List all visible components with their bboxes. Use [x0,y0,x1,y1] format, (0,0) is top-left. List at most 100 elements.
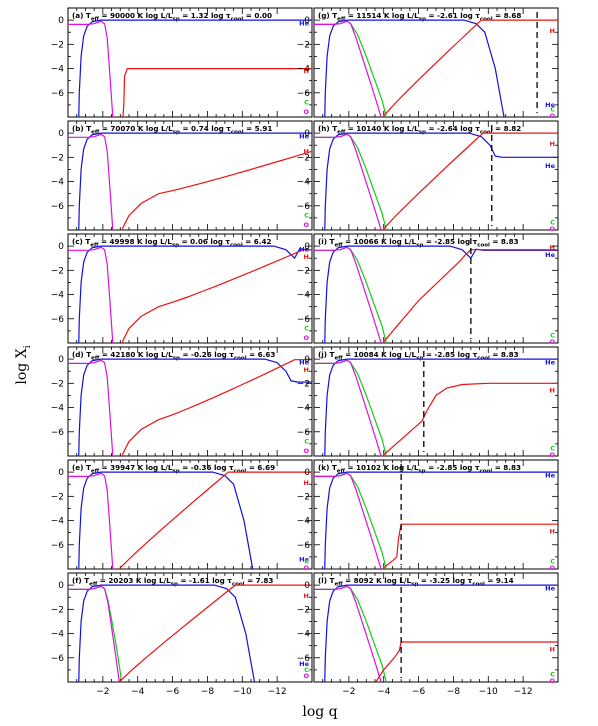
h-abundance-line [382,382,558,456]
species-tag-c: C [304,666,309,674]
x-tick-label: −6 [166,687,180,697]
panel-e: 0 −2 −4 −6 (e) Teff = 39947 K log L/Lsp = -0… [51,459,313,572]
y-tick-label: −6 [297,654,311,664]
o-abundance-line [314,585,382,682]
y-tick-label: −4 [51,630,65,640]
y-tick-label: 0 [304,16,310,26]
species-tag-c: C [550,445,555,453]
h-abundance-line [382,249,558,343]
y-tick-label: −6 [297,315,311,325]
y-tick-label: −4 [297,630,311,640]
species-tag-o: O [549,677,555,685]
y-tick-label: 0 [304,242,310,252]
y-tick-label: −2 [297,40,310,50]
y-tick-label: −2 [297,379,310,389]
y-tick-label: −2 [297,266,310,276]
o-abundance-line [68,133,114,230]
h-abundance-line [119,471,312,569]
species-tag-he: He [545,585,555,593]
species-tag-o: O [303,108,309,116]
species-tag-he: He [299,133,309,141]
y-tick-label: 0 [58,242,64,252]
x-tick-label: −10 [479,687,498,697]
species-tag-h: H [304,479,309,487]
y-tick-label: 0 [304,355,310,365]
panel-header: (d) Teff = 42180 K log L/Lsp = -0.26 log… [72,350,275,362]
y-tick-label: −4 [297,178,311,188]
he-abundance-line [78,358,312,456]
y-tick-label: −2 [51,379,64,389]
y-tick-label: −2 [297,605,310,615]
h-abundance-line [382,19,558,117]
o-abundance-line [314,359,382,456]
y-tick-label: −2 [51,605,64,615]
species-tag-h: H [304,366,309,374]
he-abundance-line [324,19,505,117]
y-tick-label: −2 [51,266,64,276]
species-tag-c: C [304,437,309,445]
y-axis-label-sub: i [23,345,33,348]
o-abundance-line [314,20,382,117]
panel-a: 0−2−4−6(a) Teff = 90000 K log L/Lsp = 1.… [51,7,313,118]
species-tag-he: He [299,660,309,668]
he-abundance-line [78,584,256,682]
species-tag-h: H [304,67,309,75]
h-abundance-line [119,584,312,682]
y-tick-label: −4 [297,517,311,527]
panel-l: −2 −4 −6 −8 −10 −120−2−4−6(l) Teff = 8092 K l… [297,572,559,697]
y-tick-label: −4 [297,404,311,414]
y-tick-label: −2 [297,153,310,163]
panel-d: 0 −2 −4 −6 (d) Teff = 42180 K log L/Lsp = -0… [51,346,313,457]
h-abundance-line [121,249,312,343]
species-tag-o: O [303,221,309,229]
species-tag-he: He [299,359,309,367]
y-tick-label: −6 [297,89,311,99]
panel-b: 0−2−4−6(b) Teff = 70070 K log L/Lsp = 0.… [51,120,313,231]
species-tag-h: H [550,645,555,653]
species-tag-h: H [550,27,555,35]
he-abundance-line [324,358,558,456]
he-abundance-line [324,132,558,230]
species-tag-c: C [304,211,309,219]
species-tag-h: H [550,140,555,148]
y-tick-label: −4 [297,291,311,301]
y-tick-label: −4 [51,517,65,527]
species-tag-o: O [303,672,309,680]
o-abundance-line [314,246,382,343]
y-tick-label: −6 [297,428,311,438]
y-tick-label: −6 [297,541,311,551]
he-abundance-line [78,132,312,230]
species-tag-c: C [550,558,555,566]
he-abundance-line [78,19,312,117]
panel-k: 0 −2 −4 −6 (k) Teff = 10102 K log L/Lsp = -2… [297,459,559,572]
species-tag-o: O [549,225,555,233]
o-abundance-line [68,585,120,682]
species-tag-o: O [549,112,555,120]
panel-header: (k) Teff = 10102 K log L/Lsp = -2.85 log… [318,463,521,475]
species-tag-h: H [304,147,309,155]
panel-header: (g) Teff = 11514 K log L/Lsp = -2.61 log… [318,11,521,23]
panel-header: (h) Teff = 10140 K log L/Lsp = -2.64 log… [318,124,521,136]
panel-c: 0 −2 −4 −6 (c) Teff = 49998 K log L/Lsp = 0.… [51,233,313,344]
species-tag-c: C [304,98,309,106]
he-abundance-line [324,584,558,682]
x-tick-label: −4 [377,687,391,697]
species-tag-o: O [549,338,555,346]
he-abundance-line [78,245,312,343]
y-tick-label: −4 [51,65,65,75]
species-tag-he: He [545,251,555,259]
species-tag-o: O [549,564,555,572]
panel-header: (c) Teff = 49998 K log L/Lsp = 0.06 log … [72,237,271,249]
species-tag-h: H [304,253,309,261]
y-tick-label: 0 [58,129,64,139]
o-abundance-line [314,133,382,230]
y-tick-label: −6 [51,541,65,551]
x-tick-label: −6 [412,687,426,697]
species-tag-c: C [550,332,555,340]
y-tick-label: 0 [304,129,310,139]
y-tick-label: −6 [297,202,311,212]
y-tick-label: −6 [51,315,65,325]
o-abundance-line [314,472,382,569]
y-tick-label: 0 [58,581,64,591]
species-tag-c: C [304,558,309,566]
